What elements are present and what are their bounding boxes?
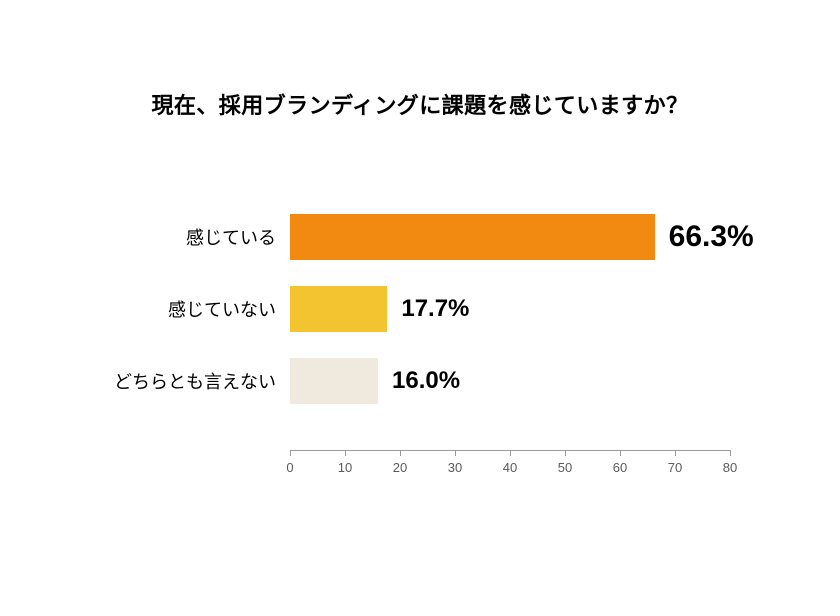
value-label: 17.7%	[401, 295, 469, 323]
category-label: 感じていない	[168, 296, 290, 322]
x-tick-label: 20	[393, 460, 407, 475]
chart-title: 現在、採用ブランディングに課題を感じていますか？	[0, 88, 840, 120]
x-tick	[290, 450, 291, 456]
x-tick-label: 40	[503, 460, 517, 475]
category-label: どちらとも言えない	[114, 368, 290, 394]
bar	[290, 358, 378, 404]
bar-row: どちらとも言えない16.0%	[290, 358, 730, 404]
x-tick	[455, 450, 456, 456]
bar-row: 感じている66.3%	[290, 214, 730, 260]
plot-area: 01020304050607080感じている66.3%感じていない17.7%どち…	[290, 200, 730, 450]
value-label: 66.3%	[669, 220, 754, 254]
x-tick-label: 70	[668, 460, 682, 475]
x-tick	[345, 450, 346, 456]
chart-canvas: 現在、採用ブランディングに課題を感じていますか？ 0 10 20 30 40 50 60 70…	[0, 0, 840, 616]
bar	[290, 214, 655, 260]
x-tick-label: 60	[613, 460, 627, 475]
x-tick	[510, 450, 511, 456]
x-tick-label: 0	[286, 460, 293, 475]
x-tick	[400, 450, 401, 456]
x-tick	[620, 450, 621, 456]
x-tick-label: 80	[723, 460, 737, 475]
x-tick-label: 10	[338, 460, 352, 475]
x-tick	[565, 450, 566, 456]
x-tick	[730, 450, 731, 456]
bar	[290, 286, 387, 332]
x-tick-label: 30	[448, 460, 462, 475]
value-label: 16.0%	[392, 367, 460, 395]
bar-row: 感じていない17.7%	[290, 286, 730, 332]
x-tick-label: 50	[558, 460, 572, 475]
category-label: 感じている	[186, 224, 290, 250]
x-tick	[675, 450, 676, 456]
